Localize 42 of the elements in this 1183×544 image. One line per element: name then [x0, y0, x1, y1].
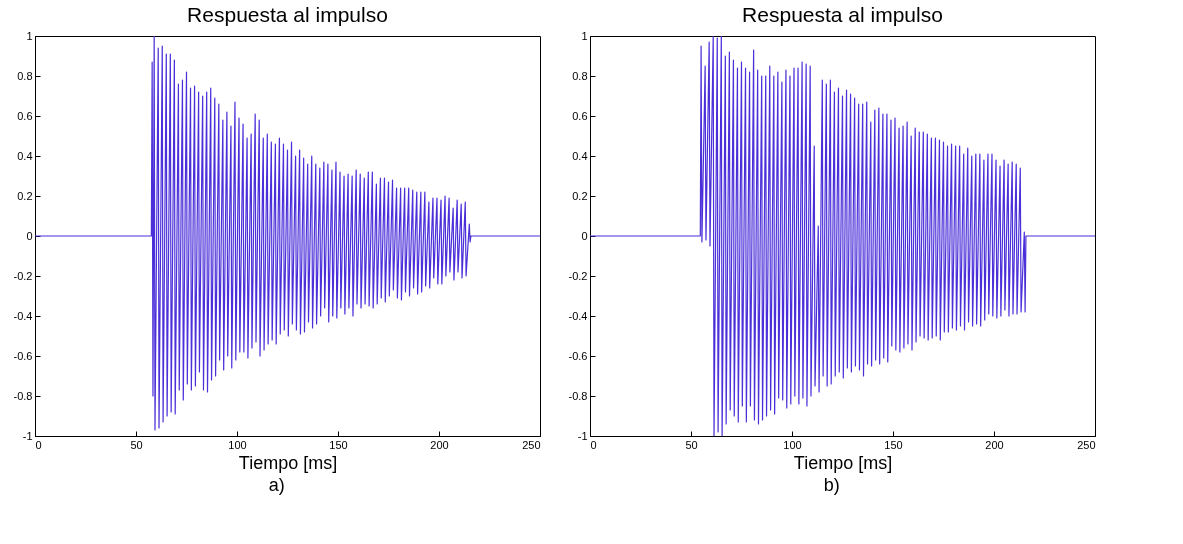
- y-tick-label: 1: [581, 29, 588, 42]
- x-tick-label: 250: [522, 438, 541, 451]
- line-series: [35, 36, 540, 431]
- x-axis-title: Tiempo [ms]: [238, 452, 338, 473]
- x-tick-label: 0: [590, 438, 597, 451]
- text: b): [823, 474, 840, 495]
- y-tick-label: -0.6: [568, 349, 588, 362]
- y-tick-label: 0: [581, 229, 588, 242]
- y-tick-label: 0: [26, 229, 33, 242]
- y-tick-label: 0.2: [572, 189, 588, 202]
- y-tick-label: -0.6: [13, 349, 33, 362]
- y-tick-label: 0.8: [572, 69, 588, 82]
- line-series: [590, 36, 1095, 436]
- y-tick-label: -0.4: [568, 309, 588, 322]
- x-tick-label: 150: [329, 438, 348, 451]
- y-tick-label: 0.6: [572, 109, 588, 122]
- x-tick-label: 150: [884, 438, 903, 451]
- y-tick-label: -0.8: [13, 389, 33, 402]
- y-tick-label: 0.4: [572, 149, 588, 162]
- y-tick-label: 0.6: [17, 109, 33, 122]
- y-tick-label: 0.2: [17, 189, 33, 202]
- x-tick-label: 100: [228, 438, 247, 451]
- x-tick-label: 200: [430, 438, 449, 451]
- y-tick-label: -0.8: [568, 389, 588, 402]
- x-axis-title: Tiempo [ms]: [793, 452, 893, 473]
- y-tick-label: -0.2: [568, 269, 588, 282]
- x-tick-label: 50: [130, 438, 143, 451]
- y-tick-label: 1: [26, 29, 33, 42]
- y-tick-label: 0.8: [17, 69, 33, 82]
- y-tick-label: -0.4: [13, 309, 33, 322]
- text: a): [268, 474, 285, 495]
- chart-title: Respuesta al impulso: [187, 3, 388, 26]
- x-tick-label: 200: [985, 438, 1004, 451]
- y-tick-label: -1: [22, 429, 33, 442]
- y-tick-label: 0.4: [17, 149, 33, 162]
- x-tick-label: 250: [1077, 438, 1096, 451]
- y-tick-label: -0.2: [13, 269, 33, 282]
- y-tick-label: -1: [577, 429, 588, 442]
- chart-title: Respuesta al impulso: [742, 3, 943, 26]
- x-tick-label: 0: [35, 438, 42, 451]
- x-tick-label: 100: [783, 438, 802, 451]
- x-tick-label: 50: [685, 438, 698, 451]
